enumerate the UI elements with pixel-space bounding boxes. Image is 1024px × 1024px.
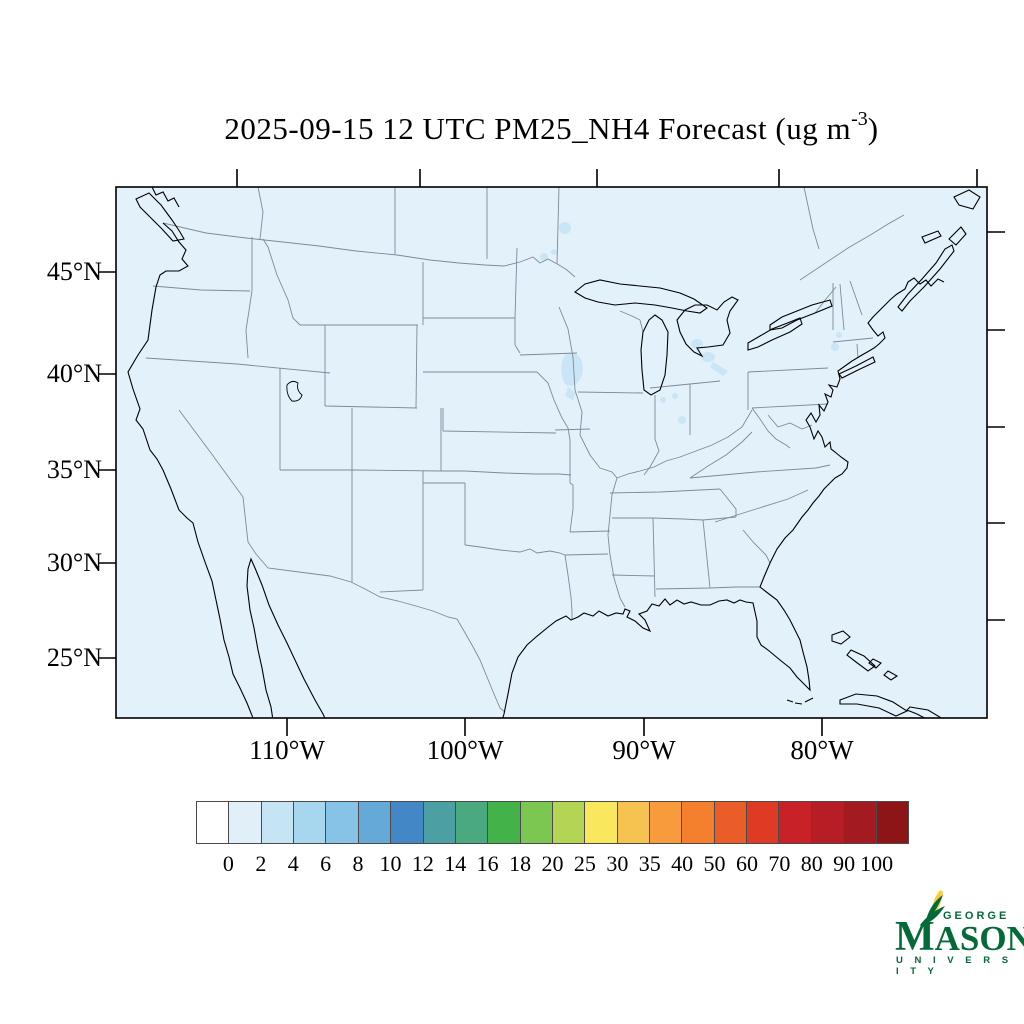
lon-label-110w: 110°W <box>249 735 325 765</box>
colorbar-cell <box>326 802 359 843</box>
lat-label-35n: 35°N <box>46 455 102 484</box>
colorbar-label: 0 <box>222 851 234 876</box>
nova-scotia <box>897 244 955 312</box>
colorbar-cell <box>876 802 908 843</box>
colorbar-cell <box>844 802 877 843</box>
florida-keys <box>786 697 814 705</box>
colorbar-cell <box>261 802 295 843</box>
lat-label-40n: 40°N <box>46 359 102 388</box>
state-borders <box>145 187 905 713</box>
map-ocean-background <box>116 187 987 718</box>
colorbar-label: 80 <box>800 851 823 876</box>
colorbar-label: 70 <box>768 851 791 876</box>
colorbar-cell <box>423 802 456 843</box>
map-frame <box>115 186 988 719</box>
colorbar-label: 60 <box>735 851 758 876</box>
gmu-logo-university: U N I V E R S I T Y <box>896 955 1013 977</box>
colorbar-cell <box>747 802 780 843</box>
bottom-ticks <box>286 718 823 736</box>
right-ticks <box>987 231 1005 621</box>
gmu-logo-george: GEORGE <box>943 910 1010 922</box>
colorbar <box>196 801 909 844</box>
colorbar-label: 35 <box>638 851 661 876</box>
lake-superior <box>574 279 708 314</box>
colorbar-cell <box>520 802 553 843</box>
colorbar-cell <box>358 802 392 843</box>
lake-erie <box>747 317 803 351</box>
colorbar-label: 100 <box>860 851 894 876</box>
colorbar-label: 10 <box>379 851 402 876</box>
colorbar-cell <box>197 802 230 843</box>
long-island <box>838 356 876 379</box>
lake-huron <box>676 296 739 358</box>
lon-label-90w: 90°W <box>612 735 676 765</box>
colorbar-cell <box>294 802 327 843</box>
colorbar-label: 90 <box>833 851 856 876</box>
plot-title-exponent: -3 <box>851 108 868 130</box>
colorbar-label: 30 <box>606 851 629 876</box>
great-salt-lake <box>286 380 303 402</box>
colorbar-label: 25 <box>573 851 596 876</box>
colorbar-cell <box>811 802 845 843</box>
colorbar-cell <box>650 802 683 843</box>
colorbar-label: 8 <box>352 851 364 876</box>
colorbar-label: 16 <box>476 851 499 876</box>
lat-label-30n: 30°N <box>46 548 102 577</box>
colorbar-label: 50 <box>703 851 726 876</box>
plot-title: 2025-09-15 12 UTC PM25_NH4 Forecast (ug … <box>116 108 987 147</box>
us-map-svg <box>98 169 1005 736</box>
vancouver-island <box>135 192 185 242</box>
lake-ontario <box>769 299 833 331</box>
top-ticks <box>236 169 978 187</box>
lat-label-45n: 45°N <box>46 257 102 286</box>
colorbar-label: 20 <box>541 851 564 876</box>
colorbar-cell <box>682 802 715 843</box>
lon-label-100w: 100°W <box>426 735 504 765</box>
gmu-logo-mason: MASON <box>895 913 1024 961</box>
colorbar-cell <box>552 802 586 843</box>
colorbar-label: 2 <box>255 851 267 876</box>
colorbar-label: 14 <box>444 851 467 876</box>
colorbar-label: 12 <box>411 851 434 876</box>
colorbar-cell <box>617 802 651 843</box>
lat-label-25n: 25°N <box>46 643 102 672</box>
gmu-logo: GEORGE MASON U N I V E R S I T Y <box>890 890 1024 979</box>
colorbar-cell <box>585 802 618 843</box>
colorbar-label: 4 <box>287 851 299 876</box>
gmu-flame-icon <box>920 890 945 926</box>
plot-title-suffix: ) <box>867 111 879 146</box>
map-frame-and-ticks <box>98 169 1005 736</box>
lake-michigan <box>640 314 669 396</box>
lon-label-80w: 80°W <box>790 735 854 765</box>
colorbar-cell <box>229 802 262 843</box>
bahamas <box>831 630 899 681</box>
colorbar-label: 18 <box>509 851 532 876</box>
pm25-low-concentration-patches <box>540 222 842 424</box>
gmu-logo-mason-m: M <box>895 914 935 960</box>
colorbar-label: 6 <box>320 851 332 876</box>
colorbar-cell <box>455 802 489 843</box>
cuba <box>839 693 943 718</box>
plot-title-text: 2025-09-15 12 UTC PM25_NH4 Forecast (ug … <box>224 111 852 146</box>
colorbar-cell <box>391 802 424 843</box>
colorbar-cell <box>779 802 812 843</box>
colorbar-cell <box>488 802 521 843</box>
forecast-map <box>96 167 1007 738</box>
gmu-logo-mason-rest: ASON <box>934 919 1024 958</box>
left-ticks <box>98 271 116 659</box>
colorbar-label: 40 <box>671 851 694 876</box>
colorbar-labels: 0 2 4 6 8 10 12 14 16 18 20 25 30 35 40 … <box>196 851 909 879</box>
colorbar-cell <box>714 802 748 843</box>
coastlines <box>127 187 981 718</box>
